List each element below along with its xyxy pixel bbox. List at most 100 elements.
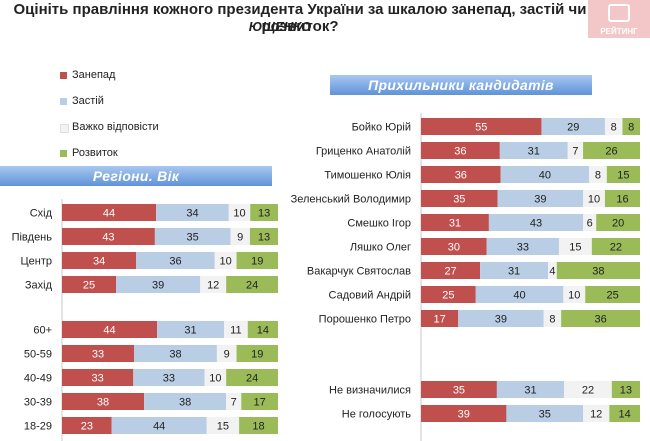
regions-age-banner: Регіони. Вік	[0, 166, 272, 186]
bar-segment-hard-to-say	[206, 417, 240, 434]
bar-segment-hard-to-say	[583, 214, 597, 231]
data-label-hard-to-say: 8	[549, 314, 555, 326]
bar-segment-development	[591, 238, 640, 255]
bar-segment-development	[596, 214, 640, 231]
data-label-decline: 25	[442, 290, 454, 302]
bar-segment-stagnation	[111, 417, 207, 434]
bar-segment-development	[583, 142, 640, 159]
data-label-development: 8	[628, 122, 634, 134]
data-label-stagnation: 39	[534, 194, 546, 206]
data-label-stagnation: 44	[153, 421, 165, 433]
row-label: Схід	[30, 208, 53, 220]
bar-segment-decline	[421, 286, 476, 303]
bar-segment-development	[226, 369, 278, 386]
data-label-decline: 35	[453, 194, 465, 206]
bar-segment-decline	[421, 142, 500, 159]
bar-segment-hard-to-say	[583, 405, 610, 422]
bar-segment-development	[604, 190, 640, 207]
bar-segment-hard-to-say	[563, 286, 586, 303]
data-label-decline: 36	[455, 170, 467, 182]
data-label-stagnation: 38	[169, 349, 181, 361]
bar-segment-development	[556, 262, 640, 279]
data-label-stagnation: 40	[539, 170, 551, 182]
data-label-decline: 23	[81, 421, 93, 433]
bar-segment-stagnation	[156, 204, 229, 221]
bar-segment-hard-to-say	[224, 321, 248, 338]
bar-segment-hard-to-say	[548, 262, 557, 279]
row-label: Бойко Юрій	[352, 122, 411, 134]
bar-segment-hard-to-say	[589, 166, 607, 183]
candidate-supporters-banner: Прихильники кандидатів	[330, 75, 592, 95]
data-label-decline: 35	[453, 385, 465, 397]
bar-segment-stagnation	[541, 118, 605, 135]
bar-segment-development	[609, 405, 640, 422]
data-label-decline: 30	[448, 242, 460, 254]
data-label-hard-to-say: 15	[217, 421, 229, 433]
data-label-hard-to-say: 4	[549, 266, 555, 278]
bar-segment-decline	[421, 262, 481, 279]
data-label-development: 24	[246, 373, 258, 385]
data-label-development: 16	[616, 194, 628, 206]
data-label-stagnation: 31	[184, 325, 196, 337]
data-label-stagnation: 33	[163, 373, 175, 385]
bar-segment-hard-to-say	[230, 228, 250, 245]
data-label-development: 19	[251, 256, 263, 268]
data-label-development: 14	[619, 409, 631, 421]
bar-segment-decline	[421, 166, 501, 183]
bar-segment-hard-to-say	[214, 252, 237, 269]
rating-logo: РЕЙТИНГ	[588, 0, 650, 38]
data-label-development: 17	[254, 397, 266, 409]
bar-segment-hard-to-say	[564, 381, 612, 398]
data-label-development: 25	[607, 290, 619, 302]
data-label-decline: 43	[102, 232, 114, 244]
data-label-decline: 44	[103, 208, 115, 220]
legend-label-decline: Занепад	[72, 69, 116, 81]
data-label-hard-to-say: 10	[220, 256, 232, 268]
bar-segment-stagnation	[506, 405, 584, 422]
bar-segment-development	[611, 381, 640, 398]
bar-segment-hard-to-say	[228, 204, 251, 221]
bar-segment-stagnation	[480, 262, 549, 279]
data-label-decline: 38	[97, 397, 109, 409]
data-label-hard-to-say: 8	[611, 122, 617, 134]
bar-segment-decline	[62, 369, 134, 386]
data-label-hard-to-say: 6	[587, 218, 593, 230]
data-label-stagnation: 40	[513, 290, 525, 302]
data-label-development: 13	[620, 385, 632, 397]
data-label-stagnation: 43	[530, 218, 542, 230]
data-label-hard-to-say: 10	[209, 373, 221, 385]
data-label-decline: 34	[93, 256, 105, 268]
page-subtitle: ЮЩЕНКО	[248, 19, 312, 34]
data-label-stagnation: 34	[186, 208, 198, 220]
bar-segment-decline	[421, 190, 498, 207]
data-label-development: 15	[617, 170, 629, 182]
data-label-development: 22	[610, 242, 622, 254]
bar-segment-development	[249, 228, 278, 245]
data-label-hard-to-say: 9	[237, 232, 243, 244]
bar-segment-stagnation	[500, 166, 590, 183]
bar-segment-development	[606, 166, 640, 183]
row-label: Південь	[12, 232, 53, 244]
data-label-decline: 33	[92, 349, 104, 361]
row-label: Не визначилися	[329, 385, 411, 397]
bar-segment-decline	[421, 381, 497, 398]
data-label-hard-to-say: 7	[231, 397, 237, 409]
bar-segment-stagnation	[496, 381, 565, 398]
bar-segment-development	[250, 204, 278, 221]
row-label: 60+	[33, 325, 52, 337]
page-title: Оцініть правління кожного президента Укр…	[13, 1, 587, 35]
data-label-stagnation: 36	[169, 256, 181, 268]
row-label: Вакарчук Святослав	[307, 266, 411, 278]
data-label-development: 13	[258, 232, 270, 244]
bar-segment-decline	[62, 321, 158, 338]
bar-segment-development	[226, 276, 278, 293]
bar-segment-hard-to-say	[558, 238, 592, 255]
data-label-development: 18	[252, 421, 264, 433]
data-label-hard-to-say: 9	[224, 349, 230, 361]
bar-segment-decline	[62, 417, 112, 434]
bar-segment-stagnation	[136, 252, 215, 269]
data-label-hard-to-say: 11	[230, 325, 241, 337]
row-label: Гриценко Анатолій	[316, 146, 411, 158]
bar-segment-stagnation	[133, 369, 205, 386]
